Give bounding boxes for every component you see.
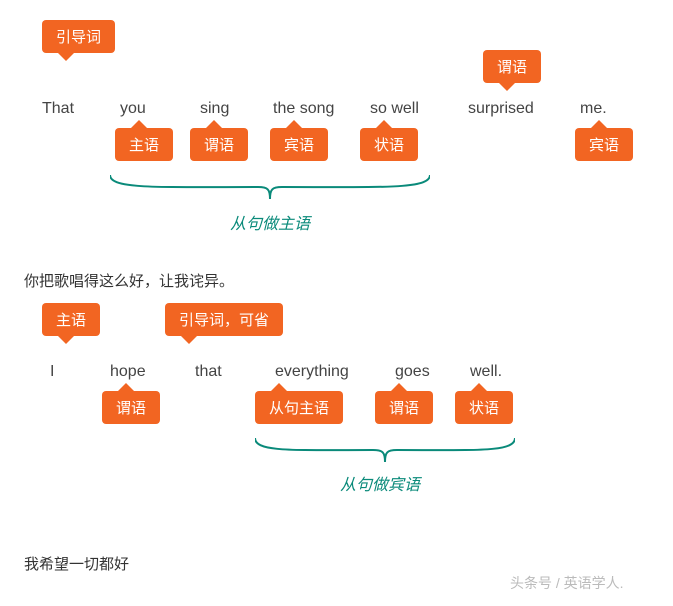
subject-top-tag: 主语	[42, 303, 100, 336]
diagram-1: 引导词谓语 That you sing the song so well surprised…	[20, 20, 653, 240]
word-surprised: surprised	[468, 100, 534, 118]
intro-optional-tag: 引导词，可省	[165, 303, 283, 336]
word-well: well.	[470, 363, 502, 381]
predicate-top-tag: 谓语	[483, 50, 541, 83]
predicate-tag2: 谓语	[102, 391, 160, 424]
diagram-2: 主语引导词，可省Ihopethateverythinggoeswell.谓语从句…	[20, 303, 653, 523]
predicate-tag3: 谓语	[375, 391, 433, 424]
word-that: That	[42, 100, 74, 118]
word-i: I	[50, 363, 54, 381]
brace	[255, 438, 515, 466]
word-the-song: the song	[273, 100, 334, 118]
word-that2: that	[195, 363, 222, 381]
clause-object-label: 从句做宾语	[340, 471, 420, 495]
adverbial-tag2: 状语	[455, 391, 513, 424]
caption-1: 你把歌唱得这么好，让我诧异。	[24, 270, 653, 291]
footer-credit: 头条号 / 英语学人.	[510, 573, 624, 593]
object-tag-2: 宾语	[575, 128, 633, 161]
brace	[110, 175, 430, 203]
intro-word-tag: 引导词	[42, 20, 115, 53]
adverbial-tag: 状语	[360, 128, 418, 161]
word-me: me.	[580, 100, 607, 118]
clause-subject-label: 从句做主语	[230, 210, 310, 234]
object-tag: 宾语	[270, 128, 328, 161]
word-so-well: so well	[370, 100, 419, 118]
subject-tag: 主语	[115, 128, 173, 161]
word-sing: sing	[200, 100, 229, 118]
predicate-tag: 谓语	[190, 128, 248, 161]
caption-2: 我希望一切都好	[24, 553, 653, 574]
word-everything: everything	[275, 363, 349, 381]
word-goes: goes	[395, 363, 430, 381]
clause-subject-tag: 从句主语	[255, 391, 343, 424]
word-you: you	[120, 100, 146, 118]
word-hope: hope	[110, 363, 146, 381]
